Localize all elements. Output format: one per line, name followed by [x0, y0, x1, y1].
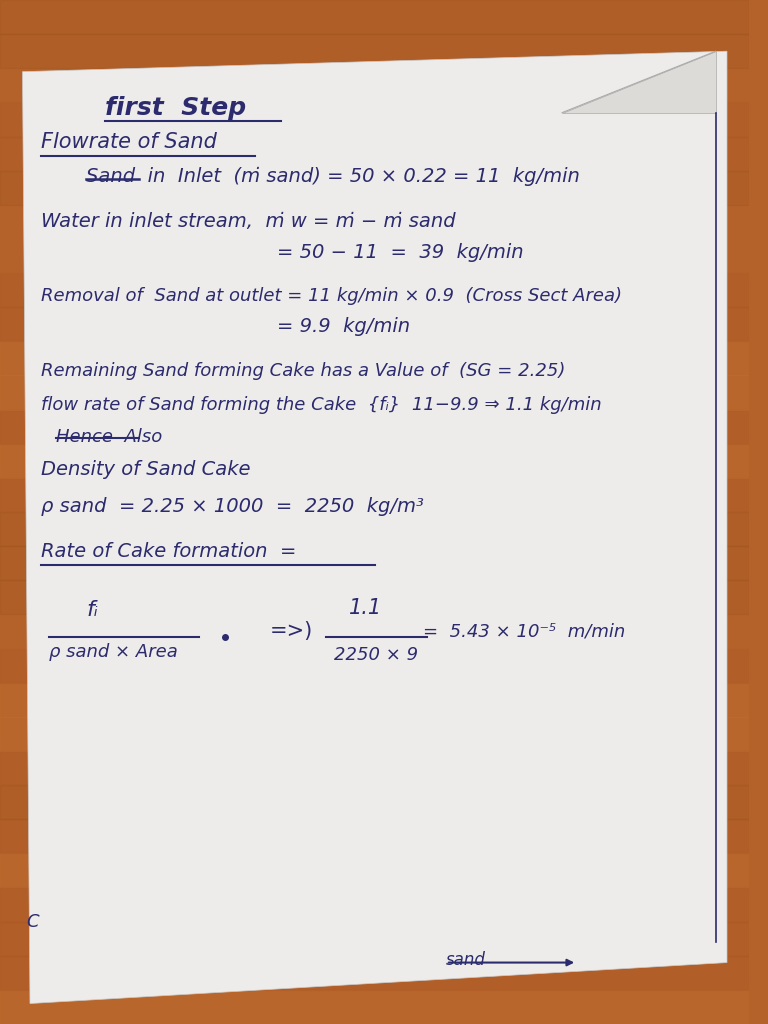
Text: Hence  Also: Hence Also	[56, 428, 163, 446]
Bar	[0, 581, 750, 614]
Polygon shape	[562, 51, 716, 113]
Text: = 9.9  kg/min: = 9.9 kg/min	[277, 316, 410, 336]
Text: = 50 − 11  =  39  kg/min: = 50 − 11 = 39 kg/min	[277, 243, 524, 262]
Bar	[0, 751, 750, 785]
Text: Remaining Sand forming Cake has a Value of  (SG = 2.25): Remaining Sand forming Cake has a Value …	[41, 361, 565, 380]
Text: Water in inlet stream,  ṁ w = ṁ − ṁ sand: Water in inlet stream, ṁ w = ṁ − ṁ sa…	[41, 212, 456, 231]
Text: fᵢ: fᵢ	[86, 600, 98, 621]
Bar	[0, 307, 750, 341]
Text: ρ sand × Area: ρ sand × Area	[48, 643, 177, 662]
Text: =>): =>)	[270, 621, 313, 641]
Bar	[0, 443, 750, 478]
Bar	[0, 785, 750, 819]
Text: flow rate of Sand forming the Cake  {fᵢ}  11−9.9 ⇒ 1.1 kg/min: flow rate of Sand forming the Cake {fᵢ} …	[41, 395, 602, 414]
Bar	[0, 717, 750, 751]
Text: =  5.43 × 10⁻⁵  m/min: = 5.43 × 10⁻⁵ m/min	[423, 623, 626, 641]
Bar	[0, 0, 750, 34]
Text: C: C	[26, 912, 39, 931]
Bar	[0, 376, 750, 410]
Bar	[0, 819, 750, 853]
Bar	[0, 922, 750, 955]
Bar	[0, 136, 750, 171]
Text: Rate of Cake formation  =: Rate of Cake formation =	[41, 542, 296, 561]
Polygon shape	[22, 51, 727, 1004]
Bar	[0, 478, 750, 512]
Bar	[0, 102, 750, 136]
Bar	[0, 341, 750, 376]
Bar	[0, 69, 750, 102]
Text: 1.1: 1.1	[349, 598, 382, 618]
Text: Sand  in  Inlet  (ṁ sand) = 50 × 0.22 = 11  kg/min: Sand in Inlet (ṁ sand) = 50 × 0.22 = 11…	[86, 167, 580, 186]
Bar	[0, 614, 750, 648]
Bar	[0, 205, 750, 239]
Bar	[0, 239, 750, 273]
Bar	[0, 171, 750, 205]
Bar	[0, 888, 750, 922]
Text: sand: sand	[446, 950, 486, 969]
Text: Removal of  Sand at outlet = 11 kg/min × 0.9  (Cross Sect Area): Removal of Sand at outlet = 11 kg/min × …	[41, 287, 622, 305]
Text: ρ sand  = 2.25 × 1000  =  2250  kg/m³: ρ sand = 2.25 × 1000 = 2250 kg/m³	[41, 497, 424, 516]
Bar	[0, 410, 750, 443]
Bar	[0, 512, 750, 546]
Bar	[0, 546, 750, 581]
Text: Flowrate of Sand: Flowrate of Sand	[41, 132, 217, 153]
Text: Density of Sand Cake: Density of Sand Cake	[41, 460, 250, 479]
Bar	[0, 34, 750, 69]
Bar	[0, 648, 750, 683]
Bar	[0, 853, 750, 888]
Bar	[0, 683, 750, 717]
Bar	[0, 273, 750, 307]
Bar	[0, 955, 750, 990]
Text: first  Step: first Step	[105, 95, 246, 120]
Text: 2250 × 9: 2250 × 9	[333, 646, 418, 665]
Bar	[0, 990, 750, 1024]
